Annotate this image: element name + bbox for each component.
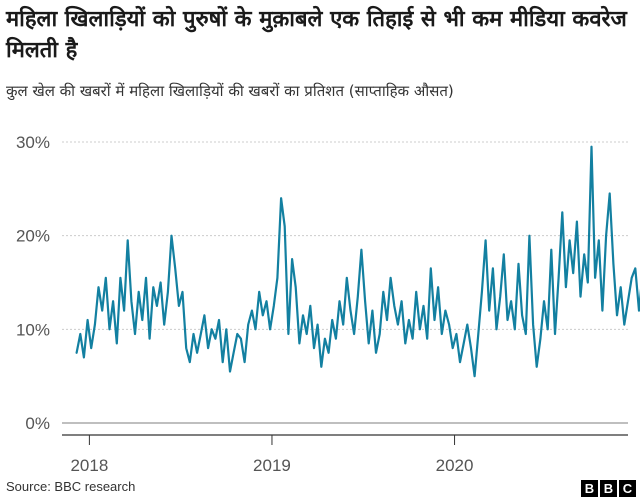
bbc-logo-letter: B [600, 480, 617, 497]
source-note: Source: BBC research [6, 479, 136, 494]
x-tick-label: 2020 [436, 456, 474, 475]
y-tick-label: 0% [25, 414, 50, 433]
x-tick-label: 2019 [253, 456, 291, 475]
x-tick-label: 2018 [70, 456, 108, 475]
bbc-logo-letter: B [581, 480, 598, 497]
y-tick-label: 20% [16, 227, 50, 246]
line-chart: 0% 10% 20% 30% 2018 2019 2020 [16, 133, 640, 475]
bbc-logo: B B C [581, 480, 636, 497]
y-tick-label: 30% [16, 133, 50, 152]
chart-subtitle: कुल खेल की खबरों में महिला खिलाड़ियों की… [6, 82, 454, 100]
series-line [75, 145, 640, 378]
y-tick-label: 10% [16, 320, 50, 339]
chart-title: महिला खिलाड़ियों को पुरुषों के मुक़ाबले … [6, 7, 627, 63]
bbc-logo-letter: C [619, 480, 636, 497]
